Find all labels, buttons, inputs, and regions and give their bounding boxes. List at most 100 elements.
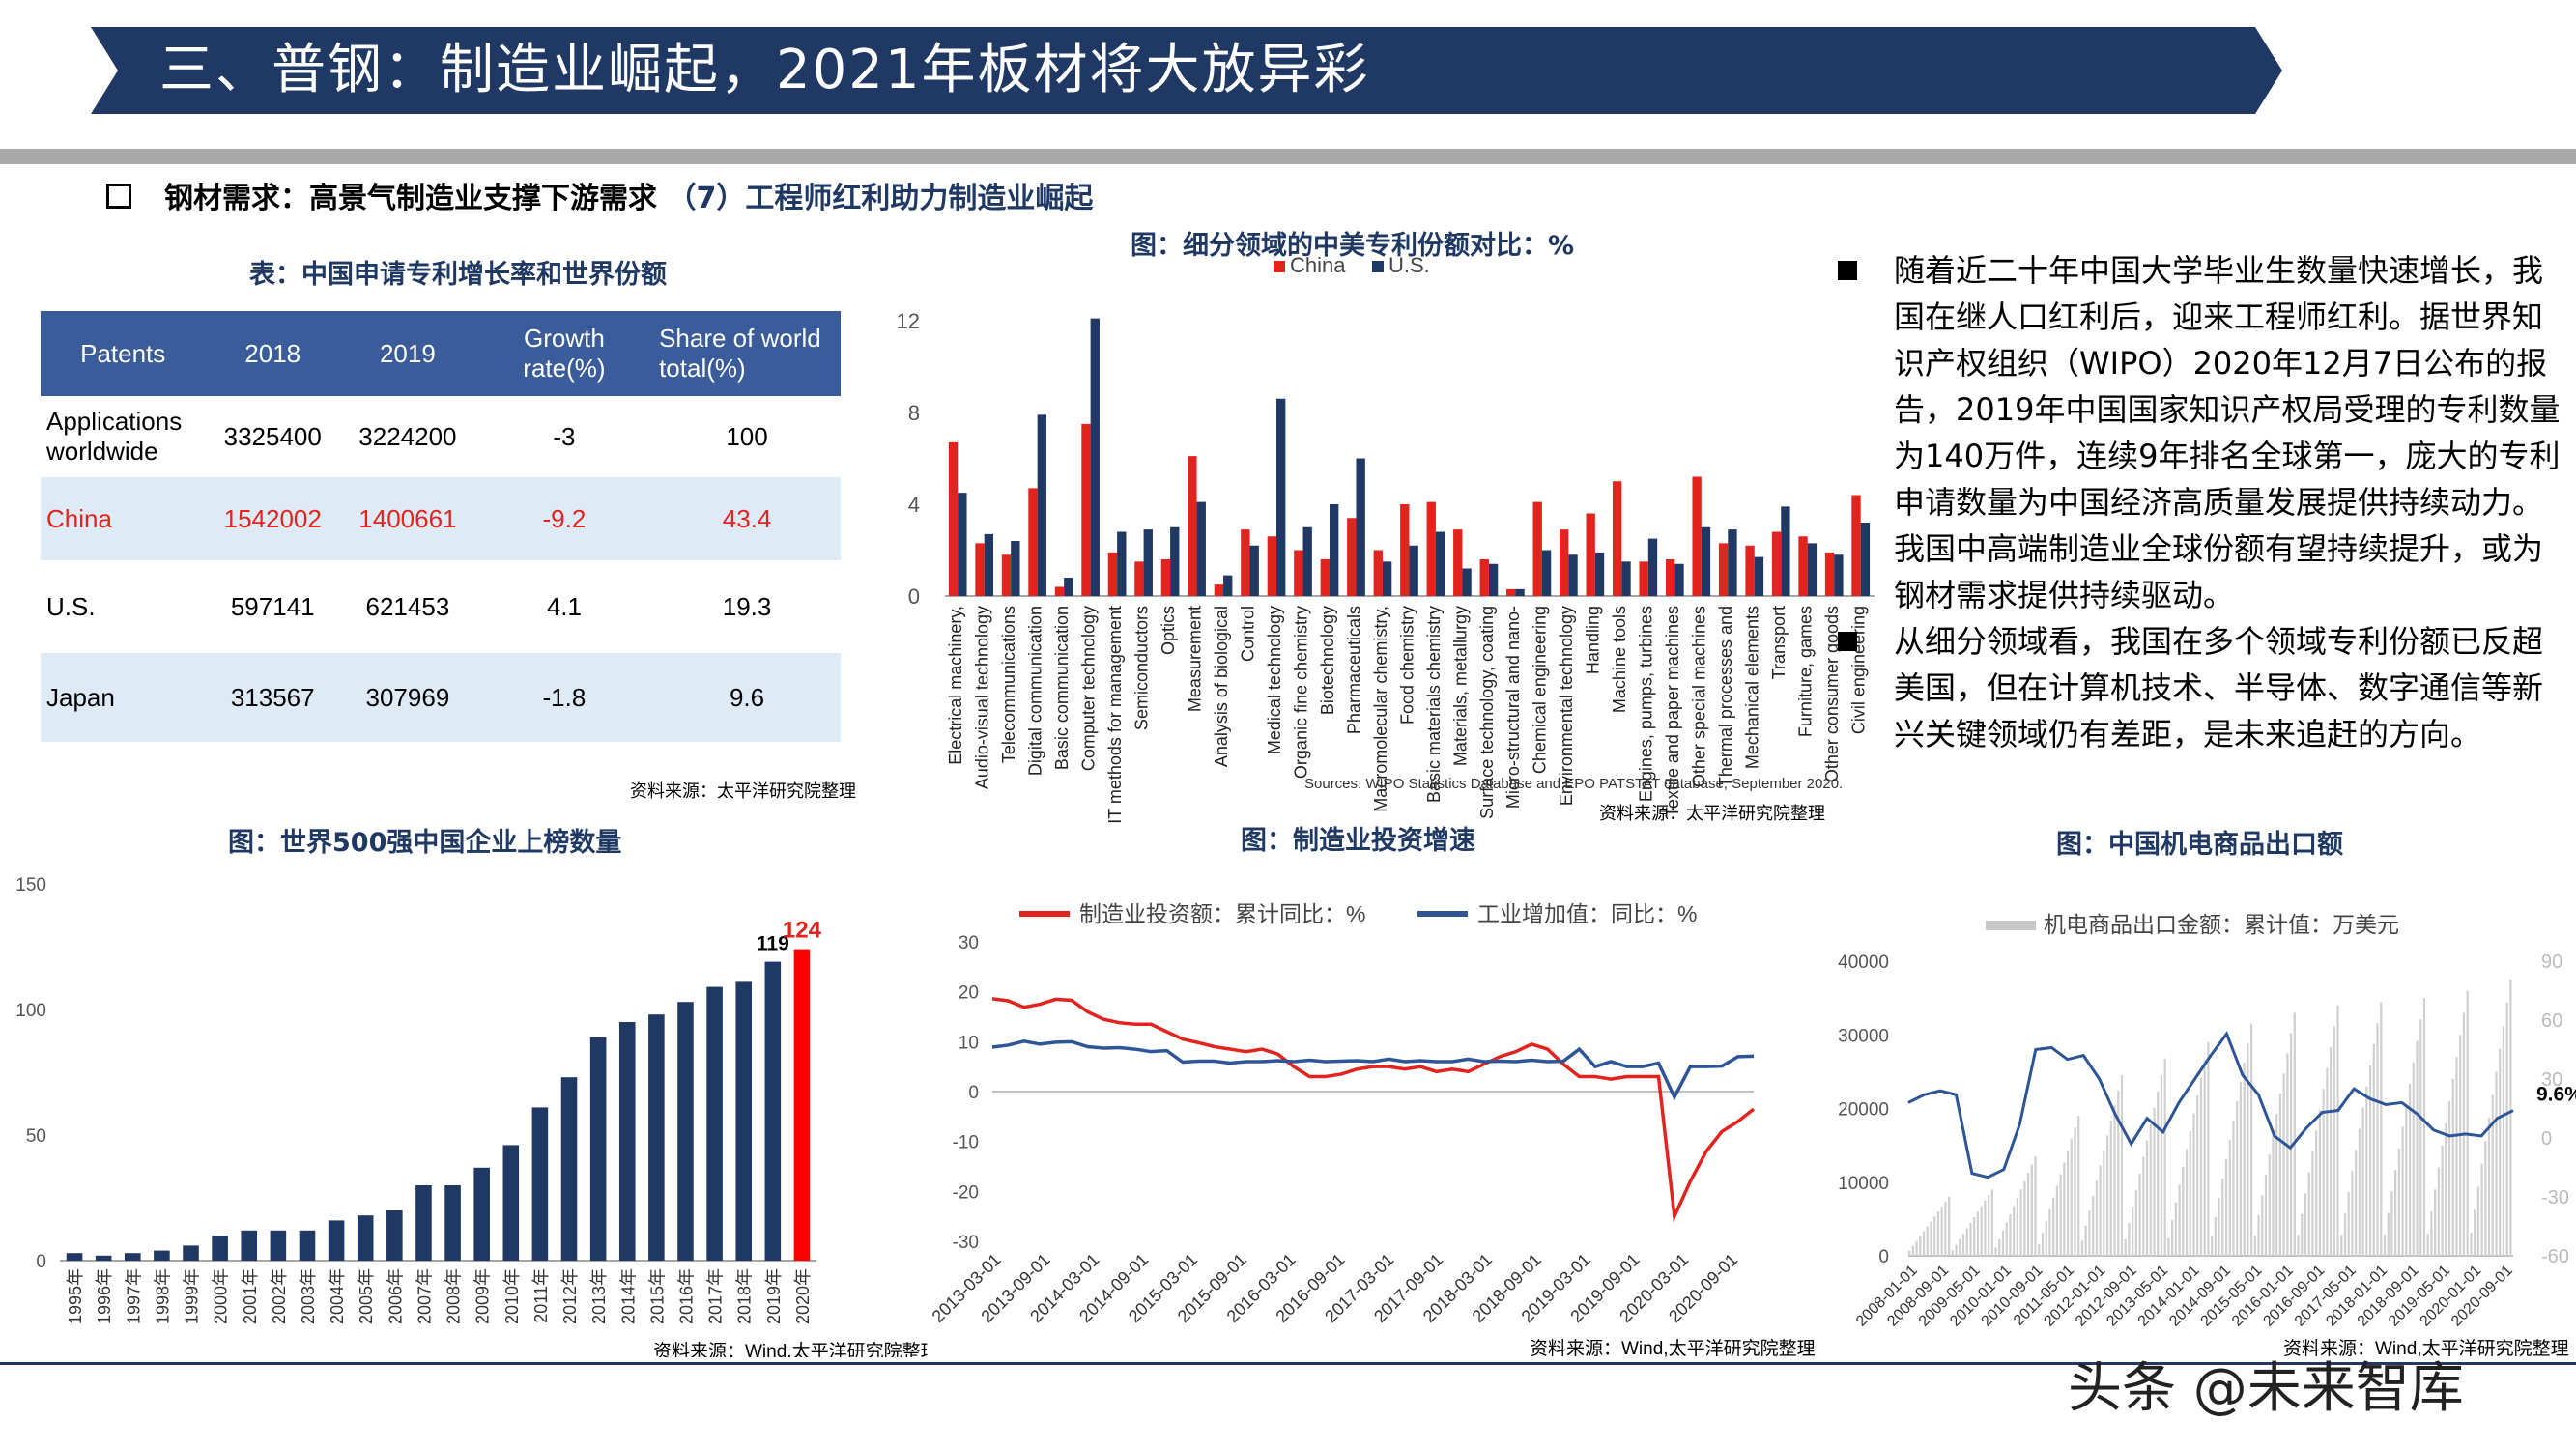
bar	[2034, 1156, 2037, 1256]
bar	[677, 1002, 694, 1261]
bar	[2459, 1035, 2462, 1256]
y2-tick-label: 30	[2541, 1069, 2562, 1091]
x-tick-label: 2011年	[531, 1268, 551, 1323]
chart-source: 资料来源：Wind,太平洋研究院整理	[1530, 1338, 1816, 1359]
bar	[2038, 1243, 2041, 1256]
table-cell: 3325400	[223, 421, 322, 451]
bar	[706, 986, 723, 1261]
bar	[2487, 1118, 2491, 1256]
bar	[2171, 1220, 2174, 1256]
col-header: Share of world total(%)	[653, 311, 841, 396]
bar	[2293, 1012, 2296, 1256]
bar	[618, 1022, 636, 1261]
bar	[1922, 1231, 1926, 1256]
bar	[2099, 1165, 2102, 1256]
bar-china	[975, 543, 985, 596]
bar	[2261, 1195, 2264, 1256]
y-tick-label: 50	[26, 1126, 46, 1147]
bar	[212, 1236, 228, 1261]
bar	[1933, 1216, 1936, 1256]
bar	[2257, 1215, 2260, 1256]
x-tick-label: 2012年	[560, 1268, 580, 1324]
x-tick-label: Biotechnology	[1318, 606, 1337, 715]
legend-label: 工业增加值：同比：%	[1477, 901, 1697, 926]
table-row: Applications worldwide 3325400 3224200 -…	[41, 396, 841, 477]
bar	[2157, 1091, 2160, 1256]
bar	[2203, 1060, 2206, 1256]
bar	[2142, 1156, 2145, 1256]
bar-china	[1692, 476, 1702, 596]
bar	[1919, 1236, 1922, 1256]
bar	[2278, 1094, 2282, 1256]
x-tick-label: 2020年	[793, 1268, 813, 1324]
x-tick-label: Machine tools	[1610, 606, 1629, 713]
bar	[1947, 1197, 1951, 1256]
x-tick-label: Chemical engineering	[1531, 606, 1550, 774]
bar	[2275, 1114, 2278, 1256]
paragraph: 从细分领域看，我国在多个领域专利份额已反超美国，但在计算机技术、半导体、数字通信…	[1894, 623, 2544, 753]
bar	[2253, 1236, 2256, 1256]
bar	[1955, 1244, 1958, 1256]
bar	[2268, 1154, 2271, 1256]
y2-tick-label: 90	[2541, 952, 2562, 973]
bar	[1990, 1189, 1993, 1256]
bar-us	[1196, 501, 1206, 596]
bar	[2509, 980, 2512, 1256]
bar	[2196, 1095, 2199, 1256]
x-tick-label: 2003年	[299, 1268, 318, 1324]
bar	[2239, 1081, 2243, 1256]
bar	[2138, 1173, 2141, 1256]
bar	[2394, 1170, 2397, 1256]
bar-us	[1011, 541, 1020, 596]
bar-us	[958, 493, 967, 596]
x-tick-label: Computer technology	[1078, 606, 1098, 771]
bar	[2437, 1167, 2440, 1256]
bar	[2434, 1189, 2437, 1256]
col-header: 2019	[340, 311, 475, 396]
x-tick-label: 2016年	[676, 1268, 696, 1324]
bar	[2185, 1149, 2189, 1256]
x-tick-label: Organic fine chemistry	[1291, 606, 1310, 779]
bar	[2286, 1053, 2289, 1256]
bar	[2026, 1173, 2030, 1256]
y2-tick-label: 60	[2541, 1010, 2562, 1032]
patent-table: Patents 2018 2019 Growth rate(%) Share o…	[41, 311, 841, 742]
table-cell: -3	[553, 421, 576, 451]
bar	[2484, 1140, 2487, 1256]
list-item: 从细分领域看，我国在多个领域专利份额已反超美国，但在计算机技术、半导体、数字通信…	[1826, 618, 2561, 757]
col-header: Growth rate(%)	[474, 311, 654, 396]
y2-tick-label: -60	[2541, 1246, 2569, 1267]
x-tick-label: 2008年	[444, 1268, 464, 1324]
page-title: 三、普钢：制造业崛起，2021年板材将大放异彩	[159, 39, 1370, 101]
bar	[357, 1215, 374, 1261]
bar	[2247, 1042, 2249, 1256]
bar	[2128, 1222, 2131, 1256]
bar-china	[1054, 586, 1065, 596]
bar	[1936, 1211, 1940, 1256]
bar	[1984, 1200, 1987, 1256]
bar	[2297, 1235, 2300, 1256]
y-tick-label: 0	[1878, 1247, 1889, 1267]
bar	[2145, 1140, 2149, 1256]
bar	[2351, 1171, 2354, 1256]
chart-source: 资料来源：Wind,太平洋研究院整理	[2283, 1338, 2569, 1359]
bar-us	[1117, 531, 1127, 596]
bar	[1965, 1228, 1968, 1256]
x-tick-label: 2005年	[357, 1268, 376, 1324]
bar	[2048, 1208, 2051, 1256]
y-tick-label: -30	[953, 1233, 979, 1253]
bar	[2318, 1109, 2322, 1256]
table-cell: China	[41, 477, 206, 560]
x-tick-label: Telecommunications	[999, 606, 1018, 763]
bar	[2084, 1225, 2087, 1256]
bar	[2095, 1180, 2098, 1256]
bar-china	[1745, 545, 1755, 596]
y-tick-label: 12	[897, 309, 920, 333]
bar	[2077, 1116, 2080, 1256]
x-tick-label: Audio-visual technology	[973, 606, 992, 789]
x-tick-label: Furniture, games	[1796, 606, 1816, 737]
bar	[2426, 1234, 2429, 1256]
bar-china	[1639, 561, 1648, 596]
x-tick-label: Engines, pumps, turbines	[1637, 606, 1656, 802]
bar-us	[1409, 545, 1418, 596]
